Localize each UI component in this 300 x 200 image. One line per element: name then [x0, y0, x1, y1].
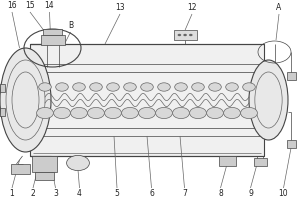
Circle shape [139, 107, 155, 119]
Circle shape [192, 83, 204, 91]
Text: 7: 7 [182, 190, 187, 198]
Circle shape [158, 83, 170, 91]
Text: 3: 3 [53, 190, 58, 198]
Circle shape [88, 107, 104, 119]
Circle shape [156, 107, 172, 119]
Circle shape [124, 83, 136, 91]
Bar [30, 44, 264, 156]
Circle shape [178, 34, 181, 36]
Bar [219, 156, 236, 166]
Text: 2: 2 [31, 190, 35, 198]
Circle shape [90, 83, 102, 91]
Circle shape [172, 107, 189, 119]
Text: 1: 1 [10, 190, 14, 198]
Bar [0, 84, 4, 92]
Circle shape [175, 83, 187, 91]
Circle shape [122, 107, 138, 119]
Text: B: B [68, 21, 73, 30]
Circle shape [190, 107, 206, 119]
Circle shape [56, 83, 68, 91]
Text: 6: 6 [149, 190, 154, 198]
Circle shape [241, 107, 257, 119]
Circle shape [37, 107, 53, 119]
Bar [254, 158, 267, 166]
Circle shape [70, 107, 87, 119]
Bar [34, 172, 54, 180]
Text: 4: 4 [77, 190, 82, 198]
Text: A: A [276, 3, 282, 12]
Text: 9: 9 [248, 190, 253, 198]
Circle shape [105, 107, 122, 119]
Bar [32, 156, 57, 172]
Circle shape [224, 107, 240, 119]
Ellipse shape [0, 48, 51, 152]
Text: 16: 16 [7, 1, 17, 10]
Text: 10: 10 [279, 190, 288, 198]
Bar [174, 30, 197, 40]
Circle shape [183, 34, 187, 36]
Circle shape [141, 83, 153, 91]
Circle shape [243, 83, 255, 91]
Circle shape [67, 155, 89, 171]
Text: 14: 14 [45, 1, 54, 10]
Ellipse shape [249, 60, 288, 140]
Circle shape [207, 107, 224, 119]
Bar [43, 29, 62, 35]
Bar [40, 35, 64, 45]
Circle shape [39, 83, 51, 91]
Circle shape [73, 83, 85, 91]
Circle shape [189, 34, 193, 36]
Text: 13: 13 [115, 3, 125, 12]
Circle shape [226, 83, 238, 91]
Bar [286, 140, 296, 148]
Circle shape [209, 83, 221, 91]
Text: 15: 15 [25, 1, 35, 10]
Bar [286, 72, 296, 80]
Bar [0, 108, 4, 116]
Circle shape [54, 107, 70, 119]
Circle shape [107, 83, 119, 91]
Text: 12: 12 [187, 3, 197, 12]
Text: 5: 5 [115, 190, 119, 198]
Text: 8: 8 [218, 190, 223, 198]
Bar [11, 164, 30, 174]
